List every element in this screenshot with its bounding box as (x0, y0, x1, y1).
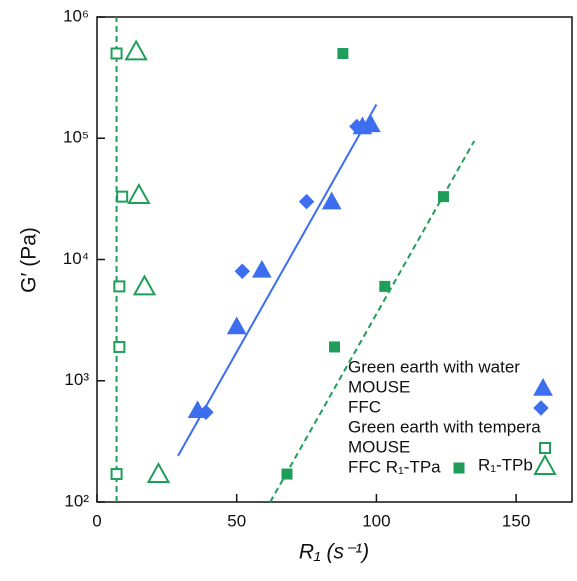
marker (349, 118, 365, 135)
y-tick-label: 10⁶ (63, 6, 89, 25)
legend-label: MOUSE (348, 377, 410, 396)
marker (110, 468, 123, 481)
x-axis-label: R₁ (s⁻¹) (299, 541, 369, 564)
marker (321, 191, 342, 210)
y-axis-label: G′ (Pa) (18, 227, 41, 293)
marker (113, 340, 126, 353)
marker (146, 461, 171, 484)
marker (116, 190, 129, 203)
marker (281, 468, 293, 480)
y-tick-label: 10⁵ (63, 128, 89, 147)
marker (127, 182, 151, 205)
fit-line (177, 103, 378, 457)
marker (533, 453, 557, 475)
x-tick-label: 100 (362, 511, 390, 530)
marker (379, 280, 391, 292)
marker (110, 47, 123, 60)
legend-group-title: Green earth with tempera (348, 417, 541, 436)
marker (533, 400, 549, 416)
marker (198, 404, 214, 420)
marker (329, 341, 340, 353)
marker (437, 191, 449, 203)
marker (533, 377, 553, 396)
y-tick-label: 10³ (64, 370, 89, 389)
y-tick-label: 10² (64, 491, 89, 510)
marker (539, 442, 551, 454)
legend-label: FFC R₁-TPa (348, 457, 441, 476)
marker (453, 462, 465, 474)
marker (252, 259, 272, 278)
marker (132, 274, 157, 296)
x-tick-label: 0 (92, 511, 101, 530)
x-tick-label: 150 (502, 511, 530, 530)
x-tick-label: 50 (227, 511, 246, 530)
marker (113, 280, 126, 293)
legend-group-title: Green earth with water (348, 357, 520, 376)
marker (234, 263, 251, 279)
marker (124, 39, 148, 61)
marker (226, 316, 247, 335)
marker (337, 47, 349, 59)
legend-label: FFC (348, 397, 381, 416)
legend-label: R₁-TPb (478, 455, 533, 474)
marker (298, 193, 315, 210)
legend-label: MOUSE (348, 437, 410, 456)
marker (360, 114, 381, 133)
y-tick-label: 10⁴ (63, 249, 89, 268)
